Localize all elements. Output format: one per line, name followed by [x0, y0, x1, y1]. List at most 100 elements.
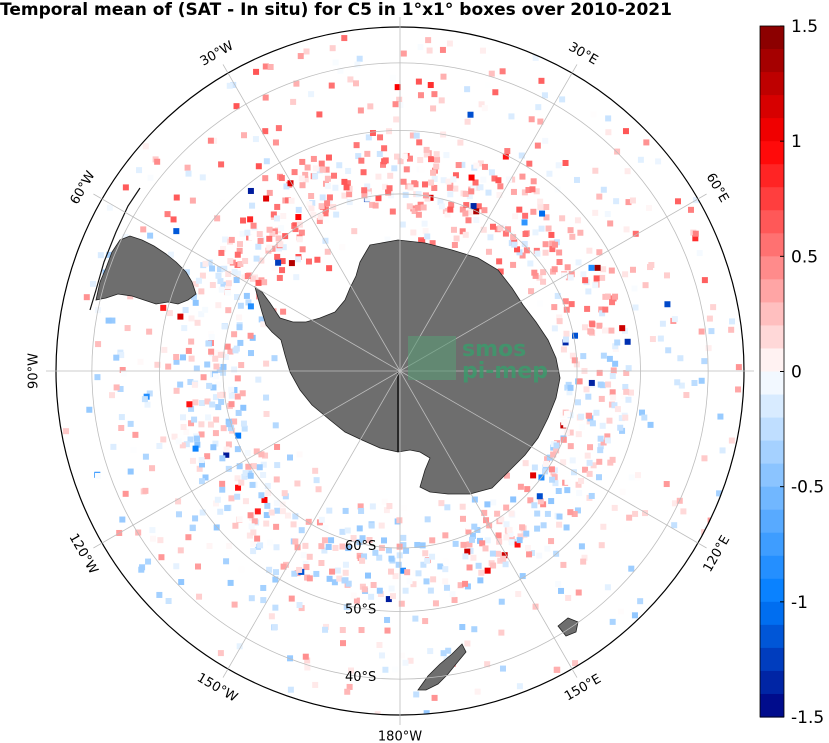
data-box — [298, 605, 305, 612]
data-box — [256, 231, 263, 238]
colorbar-segment — [760, 624, 784, 649]
data-box — [142, 453, 149, 460]
data-box — [198, 311, 205, 318]
data-box — [622, 271, 629, 278]
data-box — [479, 540, 486, 547]
data-box — [508, 539, 515, 546]
data-box — [613, 198, 620, 205]
data-box — [553, 447, 560, 454]
data-box — [234, 393, 241, 400]
data-box — [537, 204, 544, 211]
data-box — [575, 431, 582, 438]
data-box — [544, 545, 551, 552]
colorbar-tick-label: 0.5 — [791, 247, 818, 267]
data-box — [277, 241, 284, 248]
data-box — [227, 348, 234, 355]
data-box — [663, 272, 670, 279]
data-box — [247, 472, 254, 479]
data-box — [165, 598, 172, 605]
data-box — [368, 522, 375, 529]
data-box — [209, 282, 216, 289]
colorbar-segment — [760, 509, 784, 534]
data-box — [385, 189, 392, 196]
data-box — [484, 537, 491, 544]
data-box — [622, 383, 629, 390]
data-box — [113, 354, 120, 361]
data-box — [499, 68, 506, 75]
lon-label: 60°E — [703, 171, 732, 206]
data-box — [503, 521, 510, 528]
data-box — [409, 132, 416, 139]
data-box — [502, 153, 509, 160]
lat-label: 40°S — [345, 670, 376, 685]
data-box — [364, 195, 371, 202]
data-box — [274, 507, 281, 514]
data-box — [462, 210, 469, 217]
data-box — [187, 378, 194, 385]
colorbar-segment — [760, 26, 784, 50]
data-box — [575, 481, 582, 488]
data-box — [191, 381, 198, 388]
data-box — [280, 213, 287, 220]
data-box — [611, 402, 618, 409]
data-box — [385, 596, 392, 603]
data-box — [359, 557, 366, 564]
data-box — [303, 48, 310, 55]
data-box — [389, 74, 396, 81]
data-box — [247, 512, 254, 519]
data-box — [356, 55, 363, 62]
data-box — [249, 202, 256, 209]
data-box — [387, 172, 394, 179]
data-box — [147, 232, 154, 239]
data-box — [475, 203, 482, 210]
data-box — [136, 167, 143, 174]
data-box — [226, 421, 233, 428]
data-box — [412, 570, 419, 577]
data-box — [189, 197, 196, 204]
data-box — [664, 301, 671, 308]
data-box — [574, 399, 581, 406]
data-box — [489, 550, 496, 557]
data-box — [247, 216, 254, 223]
data-box — [118, 414, 125, 421]
data-box — [219, 486, 226, 493]
data-box — [589, 420, 596, 427]
data-box — [626, 514, 633, 521]
data-box — [469, 536, 476, 543]
data-box — [481, 509, 488, 516]
lon-label: 150°W — [194, 670, 240, 705]
data-box — [353, 597, 360, 604]
data-box — [190, 293, 197, 300]
data-box — [346, 199, 353, 206]
data-box — [217, 650, 224, 657]
data-box — [569, 233, 576, 240]
data-box — [604, 211, 611, 218]
data-box — [149, 527, 156, 534]
data-box — [302, 176, 309, 183]
data-box — [539, 210, 546, 217]
data-box — [248, 523, 255, 530]
data-box — [671, 500, 678, 507]
data-box — [556, 258, 563, 265]
data-box — [232, 522, 239, 529]
data-box — [208, 348, 215, 355]
data-box — [716, 490, 723, 497]
data-box — [452, 172, 459, 179]
data-box — [514, 246, 521, 253]
data-box — [372, 549, 379, 556]
data-box — [291, 169, 298, 176]
data-box — [422, 228, 429, 235]
colorbar-segment — [760, 394, 784, 419]
data-box — [629, 197, 636, 204]
data-box — [213, 363, 220, 370]
data-box — [365, 188, 372, 195]
data-box — [356, 539, 363, 546]
data-box — [503, 504, 510, 511]
data-box — [604, 437, 611, 444]
data-box — [241, 473, 248, 480]
data-box — [222, 353, 229, 360]
data-box — [154, 361, 161, 368]
data-box — [274, 227, 281, 234]
data-box — [295, 214, 302, 221]
data-box — [292, 226, 299, 233]
